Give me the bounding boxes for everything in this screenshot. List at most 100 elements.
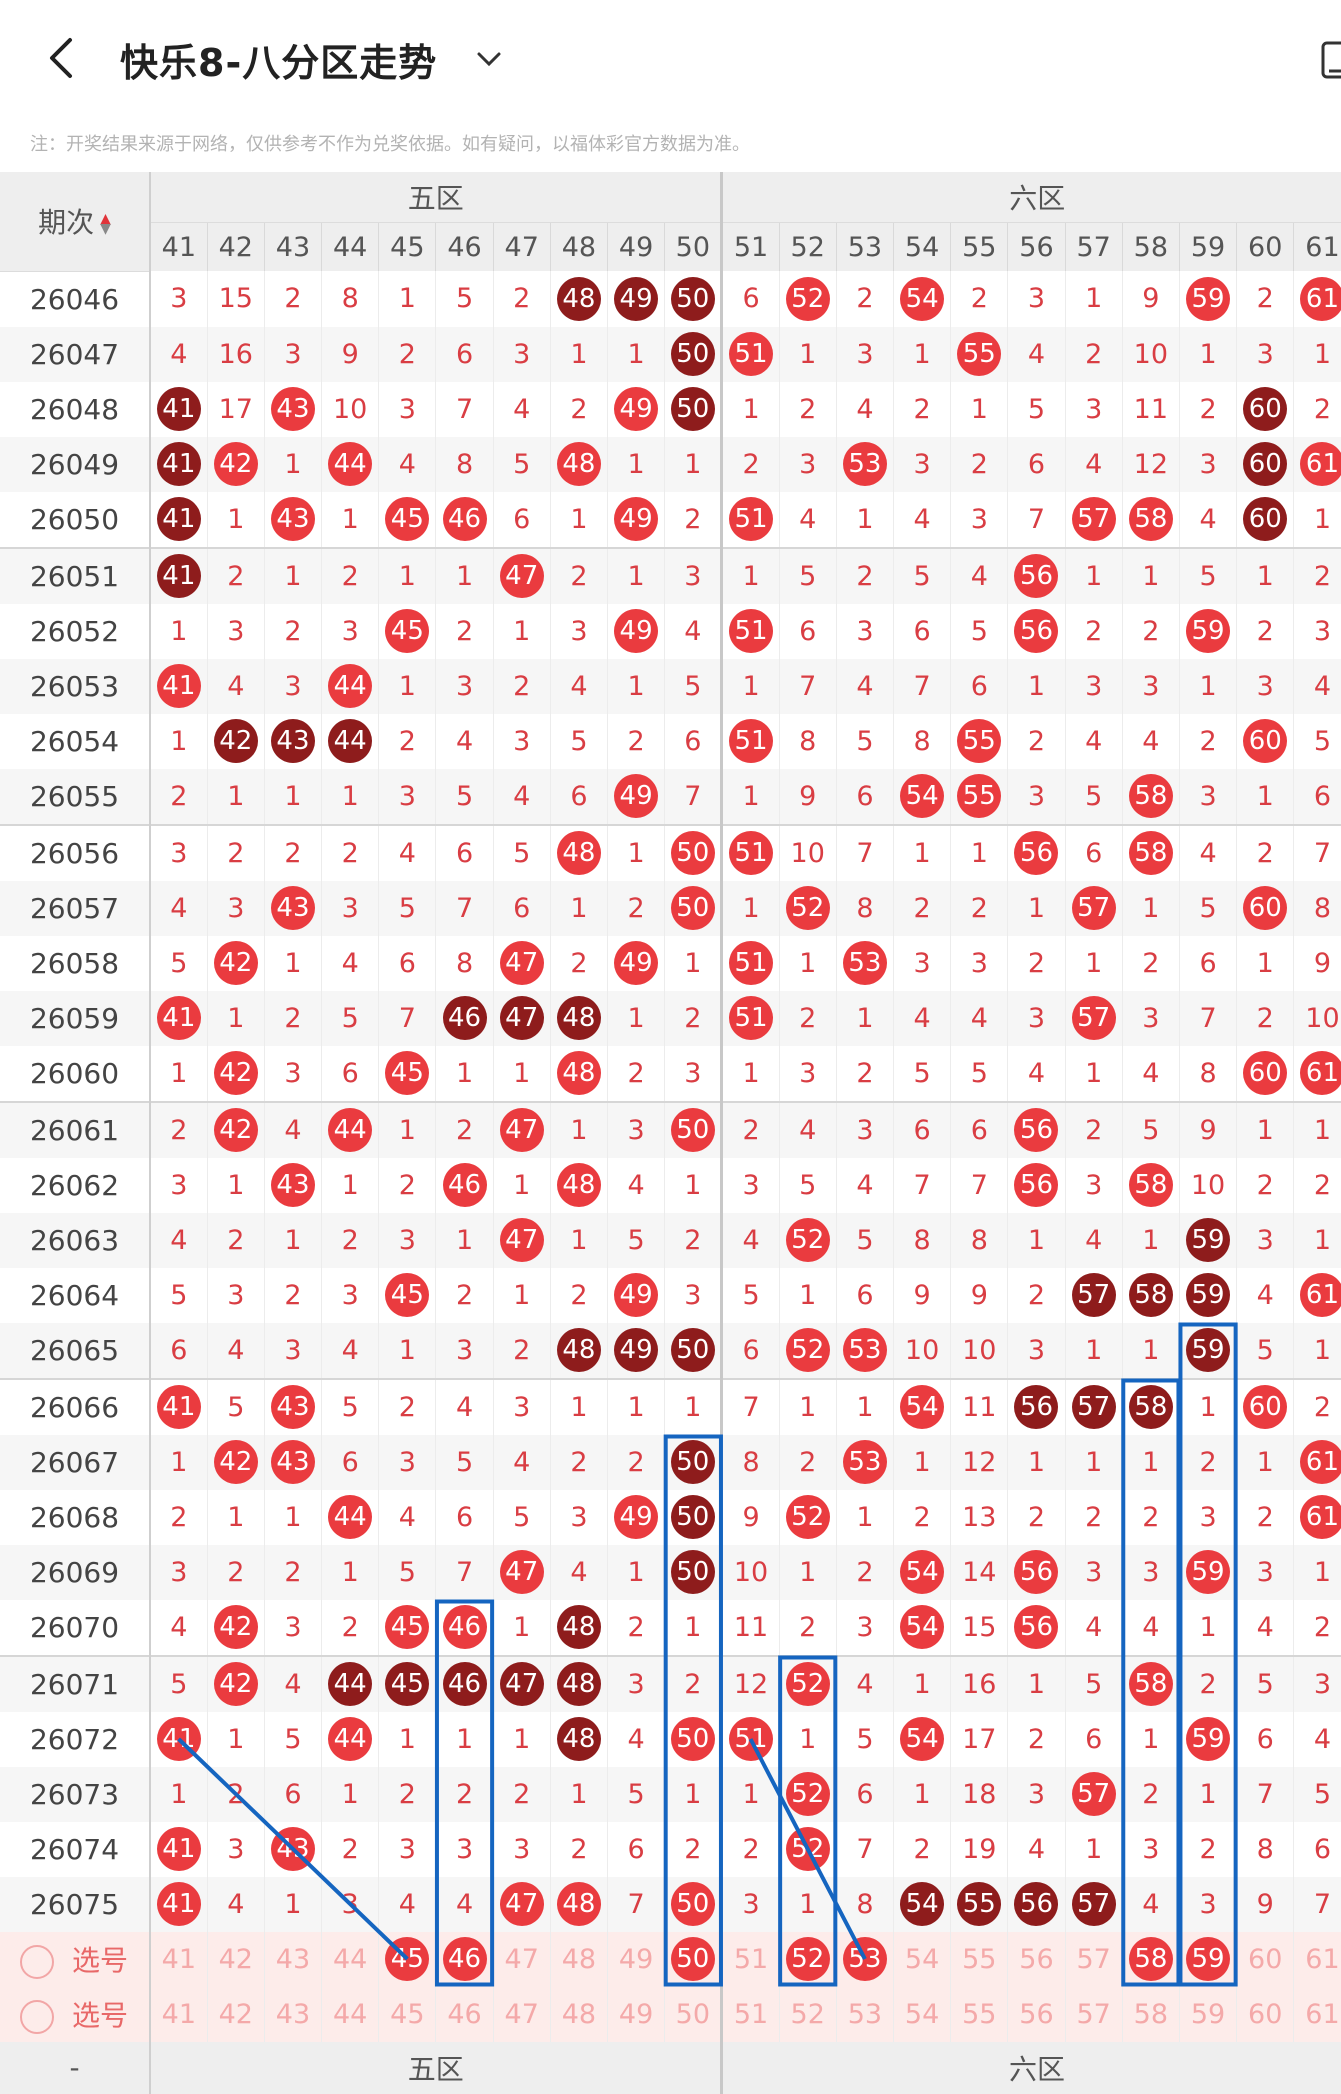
back-arrow-icon[interactable]: [38, 34, 86, 82]
selected-number-ball[interactable]: 58: [1128, 1937, 1173, 1981]
number-ball: 45: [385, 497, 430, 541]
period-header[interactable]: 期次 ▲ ▼: [0, 172, 151, 272]
select-cell-52[interactable]: 52: [779, 1986, 837, 2042]
cell-59: 59: [1179, 1212, 1238, 1268]
select-cell-56[interactable]: 56: [1007, 1986, 1066, 2042]
select-cell-47[interactable]: 47: [493, 1986, 551, 2042]
cell-43: 1: [264, 935, 323, 991]
selected-number-ball[interactable]: 52: [785, 1937, 830, 1981]
select-cell-60[interactable]: 60: [1236, 1931, 1295, 1987]
select-cell-61[interactable]: 61: [1293, 1931, 1341, 1987]
select-cell-54[interactable]: 54: [893, 1986, 952, 2042]
tablet-icon[interactable]: [1320, 40, 1341, 80]
cell-52: 7: [779, 658, 837, 714]
selected-number-ball[interactable]: 53: [842, 1937, 887, 1981]
cell-48: 4: [550, 1544, 609, 1600]
number-ball: 56: [1014, 1385, 1059, 1429]
select-cell-53[interactable]: 53: [836, 1931, 895, 1987]
table-row: 26064 5 3 2 3 45 2 1 2 49 3 5 1 6 9 9 2 57 58 59 4 61: [0, 1267, 1341, 1323]
chevron-down-icon[interactable]: [474, 44, 504, 74]
cell-58: 4: [1122, 1045, 1180, 1102]
cell-54: 2: [893, 880, 952, 936]
select-cell-43[interactable]: 43: [264, 1931, 323, 1987]
select-cell-48[interactable]: 48: [550, 1986, 609, 2042]
select-cell-46[interactable]: 46: [435, 1931, 494, 1987]
select-cell-48[interactable]: 48: [550, 1931, 609, 1987]
cell-59: 1: [1179, 1766, 1238, 1822]
cell-61: 1: [1293, 491, 1341, 548]
select-cell-53[interactable]: 53: [836, 1986, 895, 2042]
cell-45: 1: [378, 546, 437, 604]
number-ball: 50: [670, 1717, 715, 1761]
cell-41: 41: [150, 1821, 208, 1877]
select-cell-61[interactable]: 61: [1293, 1986, 1341, 2042]
select-cell-60[interactable]: 60: [1236, 1986, 1295, 2042]
select-cell-50[interactable]: 50: [664, 1931, 724, 1987]
select-cell-59[interactable]: 59: [1179, 1931, 1238, 1987]
radio-circle-icon[interactable]: [20, 1945, 54, 1979]
number-ball: 54: [900, 1385, 945, 1429]
cell-50: 2: [664, 1654, 724, 1712]
select-cell-58[interactable]: 58: [1122, 1986, 1180, 2042]
select-cell-50[interactable]: 50: [664, 1986, 724, 2042]
sort-icon[interactable]: ▲ ▼: [100, 211, 111, 238]
number-ball: 43: [270, 1163, 315, 1207]
selected-number-ball[interactable]: 45: [385, 1937, 430, 1981]
select-cell-41[interactable]: 41: [150, 1986, 208, 2042]
cell-60: 1: [1236, 768, 1295, 825]
select-cell-47[interactable]: 47: [493, 1931, 551, 1987]
select-cell-57[interactable]: 57: [1065, 1986, 1123, 2042]
select-cell-49[interactable]: 49: [607, 1986, 666, 2042]
table-row: 26055 2 1 1 1 3 5 4 6 49 7 1 9 6 54 55 3 5 58 3 1 6: [0, 768, 1341, 825]
select-cell-51[interactable]: 51: [721, 1931, 780, 1987]
select-cell-42[interactable]: 42: [207, 1931, 265, 1987]
select-row[interactable]: 选号 41 42 43 44 45 46 47 48 49 50 51 52 53 54 55 56 57 58 59…: [0, 1986, 1341, 2042]
cell-47: 3: [493, 326, 551, 382]
select-cell-42[interactable]: 42: [207, 1986, 265, 2042]
selected-number-ball[interactable]: 46: [442, 1937, 487, 1981]
radio-circle-icon[interactable]: [20, 2000, 54, 2034]
cell-48: 1: [550, 1766, 609, 1822]
number-ball: 49: [614, 1273, 659, 1317]
select-cell-44[interactable]: 44: [321, 1986, 380, 2042]
select-cell-55[interactable]: 55: [950, 1986, 1009, 2042]
column-header-51: 51: [721, 222, 780, 271]
cell-50: 1: [664, 1599, 724, 1656]
select-cell-52[interactable]: 52: [779, 1931, 837, 1987]
select-cell-43[interactable]: 43: [264, 1986, 323, 2042]
number-ball: 48: [556, 1163, 601, 1207]
cell-54: 7: [893, 1157, 952, 1213]
select-row[interactable]: 选号 41 42 43 44 45 46 47 48 49 50 51 52 53 54 55 56 57 58 59…: [0, 1931, 1341, 1987]
select-cell-45[interactable]: 45: [378, 1931, 437, 1987]
cell-45: 2: [378, 713, 437, 769]
select-cell-41[interactable]: 41: [150, 1931, 208, 1987]
page-title[interactable]: 快乐8-八分区走势: [120, 41, 438, 85]
select-cell-59[interactable]: 59: [1179, 1986, 1238, 2042]
select-cell-55[interactable]: 55: [950, 1931, 1009, 1987]
number-ball: 61: [1300, 1440, 1341, 1484]
select-cell-51[interactable]: 51: [721, 1986, 780, 2042]
column-header-42: 42: [207, 222, 265, 271]
selected-number-ball[interactable]: 59: [1186, 1937, 1231, 1981]
number-ball: 47: [499, 1550, 544, 1594]
select-cell-54[interactable]: 54: [893, 1931, 952, 1987]
select-row-label[interactable]: 选号: [0, 1986, 151, 2042]
select-cell-45[interactable]: 45: [378, 1986, 437, 2042]
select-cell-44[interactable]: 44: [321, 1931, 380, 1987]
number-ball: 48: [556, 1717, 601, 1761]
select-cell-58[interactable]: 58: [1122, 1931, 1180, 1987]
cell-49: 4: [607, 1157, 666, 1213]
cell-41: 41: [150, 1876, 208, 1932]
selected-number-ball[interactable]: 50: [670, 1937, 715, 1981]
cell-50: 50: [664, 1544, 724, 1600]
zone-header-5: 五区: [150, 172, 724, 223]
select-cell-57[interactable]: 57: [1065, 1931, 1123, 1987]
number-ball: 49: [614, 497, 659, 541]
select-cell-46[interactable]: 46: [435, 1986, 494, 2042]
select-row-label[interactable]: 选号: [0, 1931, 151, 1987]
number-ball: 59: [1186, 1273, 1231, 1317]
select-cell-49[interactable]: 49: [607, 1931, 666, 1987]
number-ball: 50: [670, 276, 715, 321]
cell-48: 48: [550, 1711, 609, 1767]
select-cell-56[interactable]: 56: [1007, 1931, 1066, 1987]
